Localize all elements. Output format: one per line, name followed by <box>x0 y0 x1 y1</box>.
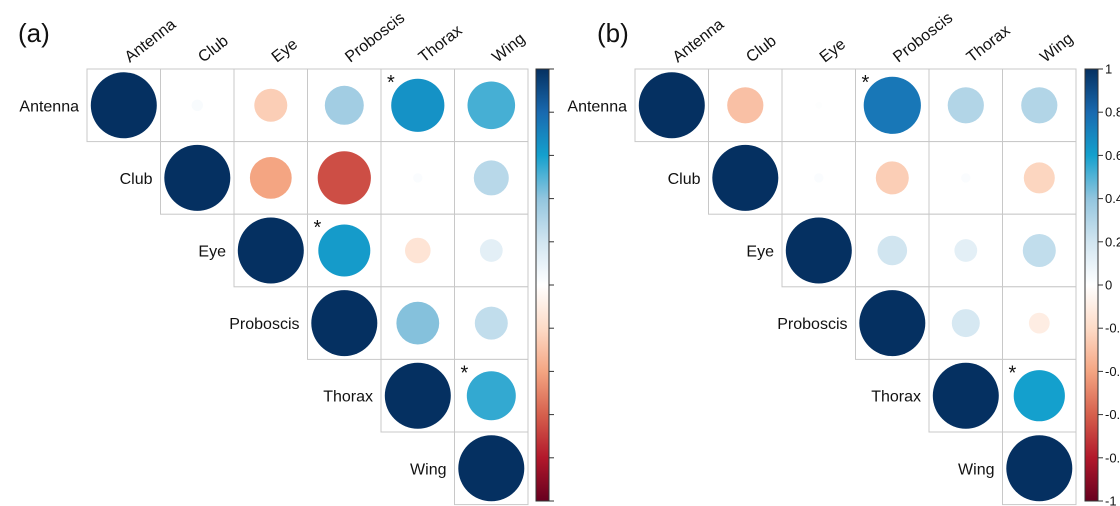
significance-marker: * <box>314 217 322 239</box>
colorbar-tick-label: 0 <box>1105 278 1112 293</box>
row-label-club: Club <box>120 171 153 188</box>
significance-marker: * <box>461 362 469 384</box>
correlation-circle-proboscis-proboscis <box>311 290 378 357</box>
colorbar-tick-label: -0.6 <box>1105 407 1120 422</box>
correlation-circle-club-thorax <box>413 173 423 183</box>
row-label-thorax: Thorax <box>323 389 373 406</box>
column-label-wing: Wing <box>489 30 528 66</box>
colorbar-tick-label: 0.8 <box>1105 105 1120 120</box>
correlation-circle-eye-eye <box>237 217 304 284</box>
row-label-antenna: Antenna <box>19 98 79 115</box>
column-label-eye: Eye <box>817 36 849 66</box>
correlation-circle-eye-wing <box>479 239 503 262</box>
correlation-circle-eye-wing <box>1022 234 1056 267</box>
colorbar-tick-label: 0.4 <box>1105 191 1120 206</box>
correlation-circle-proboscis-proboscis <box>859 290 926 357</box>
correlation-circle-antenna-club <box>191 99 203 112</box>
correlation-circle-eye-eye <box>785 217 852 284</box>
row-label-wing: Wing <box>958 461 994 478</box>
panel-label-b: (b) <box>597 18 629 48</box>
column-label-club: Club <box>743 32 779 66</box>
correlation-circle-antenna-antenna <box>90 72 157 139</box>
correlation-circle-proboscis-wing <box>474 306 508 340</box>
correlation-circle-antenna-wing <box>467 81 516 130</box>
correlation-circle-club-wing <box>1023 162 1055 194</box>
significance-marker: * <box>1009 362 1017 384</box>
correlation-circle-antenna-antenna <box>638 72 705 139</box>
correlation-circle-thorax-wing <box>466 371 516 421</box>
correlation-circle-antenna-proboscis <box>863 76 921 134</box>
column-label-club: Club <box>195 32 231 66</box>
colorbar <box>1084 68 1099 502</box>
row-label-antenna: Antenna <box>567 98 627 115</box>
column-label-antenna: Antenna <box>670 16 728 66</box>
correlation-circle-thorax-thorax <box>384 362 451 429</box>
correlation-panel-a: ***AntennaClubEyeProboscisThoraxWingAnte… <box>19 10 554 506</box>
correlation-circle-antenna-proboscis <box>324 85 364 125</box>
column-label-proboscis: Proboscis <box>890 10 956 67</box>
column-label-eye: Eye <box>269 36 301 66</box>
colorbar-tick-label: -0.4 <box>1105 364 1120 379</box>
correlation-circle-eye-thorax <box>954 239 978 262</box>
row-label-proboscis: Proboscis <box>229 316 299 333</box>
colorbar-tick-label: 0.6 <box>1105 148 1120 163</box>
correlation-circle-club-eye <box>814 173 824 183</box>
correlation-circle-antenna-eye <box>815 102 823 109</box>
correlation-circle-antenna-wing <box>1021 87 1058 124</box>
correlation-circle-club-thorax <box>961 173 971 183</box>
significance-marker: * <box>862 72 870 94</box>
row-label-thorax: Thorax <box>871 389 921 406</box>
correlation-circle-proboscis-thorax <box>951 309 980 338</box>
correlation-circle-club-wing <box>473 160 509 196</box>
column-label-antenna: Antenna <box>122 16 180 66</box>
column-label-thorax: Thorax <box>964 22 1014 66</box>
row-label-wing: Wing <box>410 461 446 478</box>
colorbar-tick-label: 0.2 <box>1105 234 1120 249</box>
row-label-club: Club <box>668 171 701 188</box>
column-label-wing: Wing <box>1037 30 1076 66</box>
row-label-eye: Eye <box>198 244 226 261</box>
correlation-circle-antenna-thorax <box>947 87 984 124</box>
correlation-circle-antenna-thorax <box>391 78 445 132</box>
correlation-circle-eye-proboscis <box>318 224 371 277</box>
correlation-circle-proboscis-wing <box>1028 312 1050 334</box>
colorbar-tick-label: -0.8 <box>1105 450 1120 465</box>
correlation-circle-antenna-club <box>727 87 764 124</box>
column-label-proboscis: Proboscis <box>342 10 408 67</box>
correlation-circle-antenna-eye <box>254 88 288 122</box>
significance-marker: * <box>387 72 395 94</box>
row-label-eye: Eye <box>746 244 774 261</box>
correlation-circle-club-proboscis <box>317 151 371 205</box>
correlation-panel-b: **AntennaClubEyeProboscisThoraxWingAnten… <box>567 10 1120 506</box>
correlation-circle-club-proboscis <box>875 161 909 195</box>
colorbar-tick-label: 1 <box>1105 62 1112 77</box>
correlation-circle-eye-proboscis <box>877 235 908 266</box>
correlation-circle-proboscis-thorax <box>396 301 440 345</box>
column-label-thorax: Thorax <box>416 22 466 66</box>
correlation-circle-club-eye <box>249 157 292 199</box>
correlation-circle-thorax-thorax <box>932 362 999 429</box>
correlation-circle-wing-wing <box>1006 435 1073 502</box>
correlation-circle-wing-wing <box>458 435 525 502</box>
correlation-circle-thorax-wing <box>1013 370 1065 422</box>
colorbar-tick-label: -1 <box>1105 494 1117 506</box>
panel-label-a: (a) <box>18 18 50 48</box>
correlation-circle-club-club <box>712 144 779 211</box>
correlation-circle-club-club <box>164 144 231 211</box>
colorbar <box>535 68 550 502</box>
row-label-proboscis: Proboscis <box>777 316 847 333</box>
colorbar-tick-label: -0.2 <box>1105 321 1120 336</box>
correlation-circle-eye-thorax <box>405 237 431 264</box>
